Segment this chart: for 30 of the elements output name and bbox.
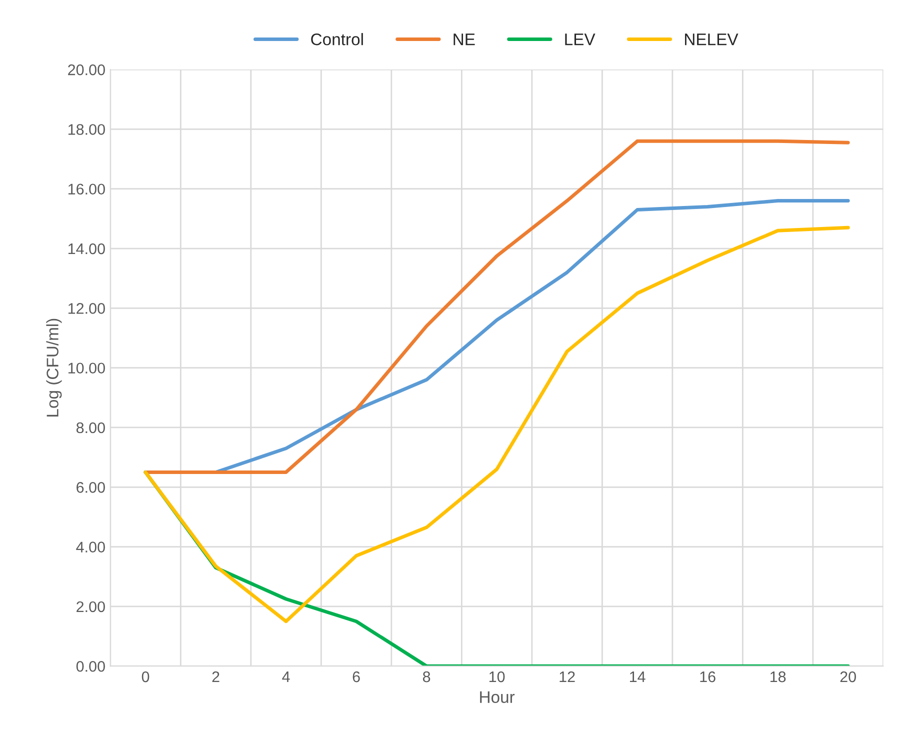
y-tick-label: 10.00 bbox=[68, 362, 105, 374]
line-series bbox=[144, 226, 850, 624]
legend-label: LEV bbox=[565, 34, 596, 46]
y-tick-label: 4.00 bbox=[76, 542, 105, 552]
x-axis-title: Hour bbox=[480, 691, 515, 704]
legend-label: NELEV bbox=[685, 34, 738, 46]
line-series bbox=[144, 139, 850, 474]
y-tick-label: 8.00 bbox=[76, 422, 105, 434]
legend-label: NE bbox=[454, 34, 475, 46]
y-tick-label: 16.00 bbox=[68, 184, 105, 195]
x-tick-label: 14 bbox=[630, 672, 646, 682]
legend-label: Control bbox=[311, 33, 363, 46]
y-tick-label: 12.00 bbox=[68, 303, 105, 314]
x-tick-label: 4 bbox=[282, 672, 290, 682]
x-tick-label: 18 bbox=[770, 671, 786, 682]
y-tick-label: 2.00 bbox=[76, 601, 105, 612]
y-tick-label: 6.00 bbox=[76, 482, 105, 493]
y-tick-label: 14.00 bbox=[68, 243, 105, 254]
y-axis-title: Log (CFU/ml) bbox=[46, 318, 62, 416]
x-tick-label: 8 bbox=[422, 671, 430, 682]
x-tick-label: 0 bbox=[142, 671, 150, 682]
x-tick-label: 20 bbox=[840, 671, 856, 682]
x-tick-label: 2 bbox=[212, 671, 220, 682]
y-tick-label: 0.00 bbox=[76, 660, 105, 672]
x-tick-label: 10 bbox=[489, 671, 505, 682]
y-tick-label: 18.00 bbox=[68, 124, 105, 135]
x-tick-label: 16 bbox=[700, 671, 716, 682]
x-tick-label: 6 bbox=[352, 671, 360, 682]
y-tick-label: 20.00 bbox=[68, 64, 105, 76]
x-tick-label: 12 bbox=[560, 671, 575, 682]
